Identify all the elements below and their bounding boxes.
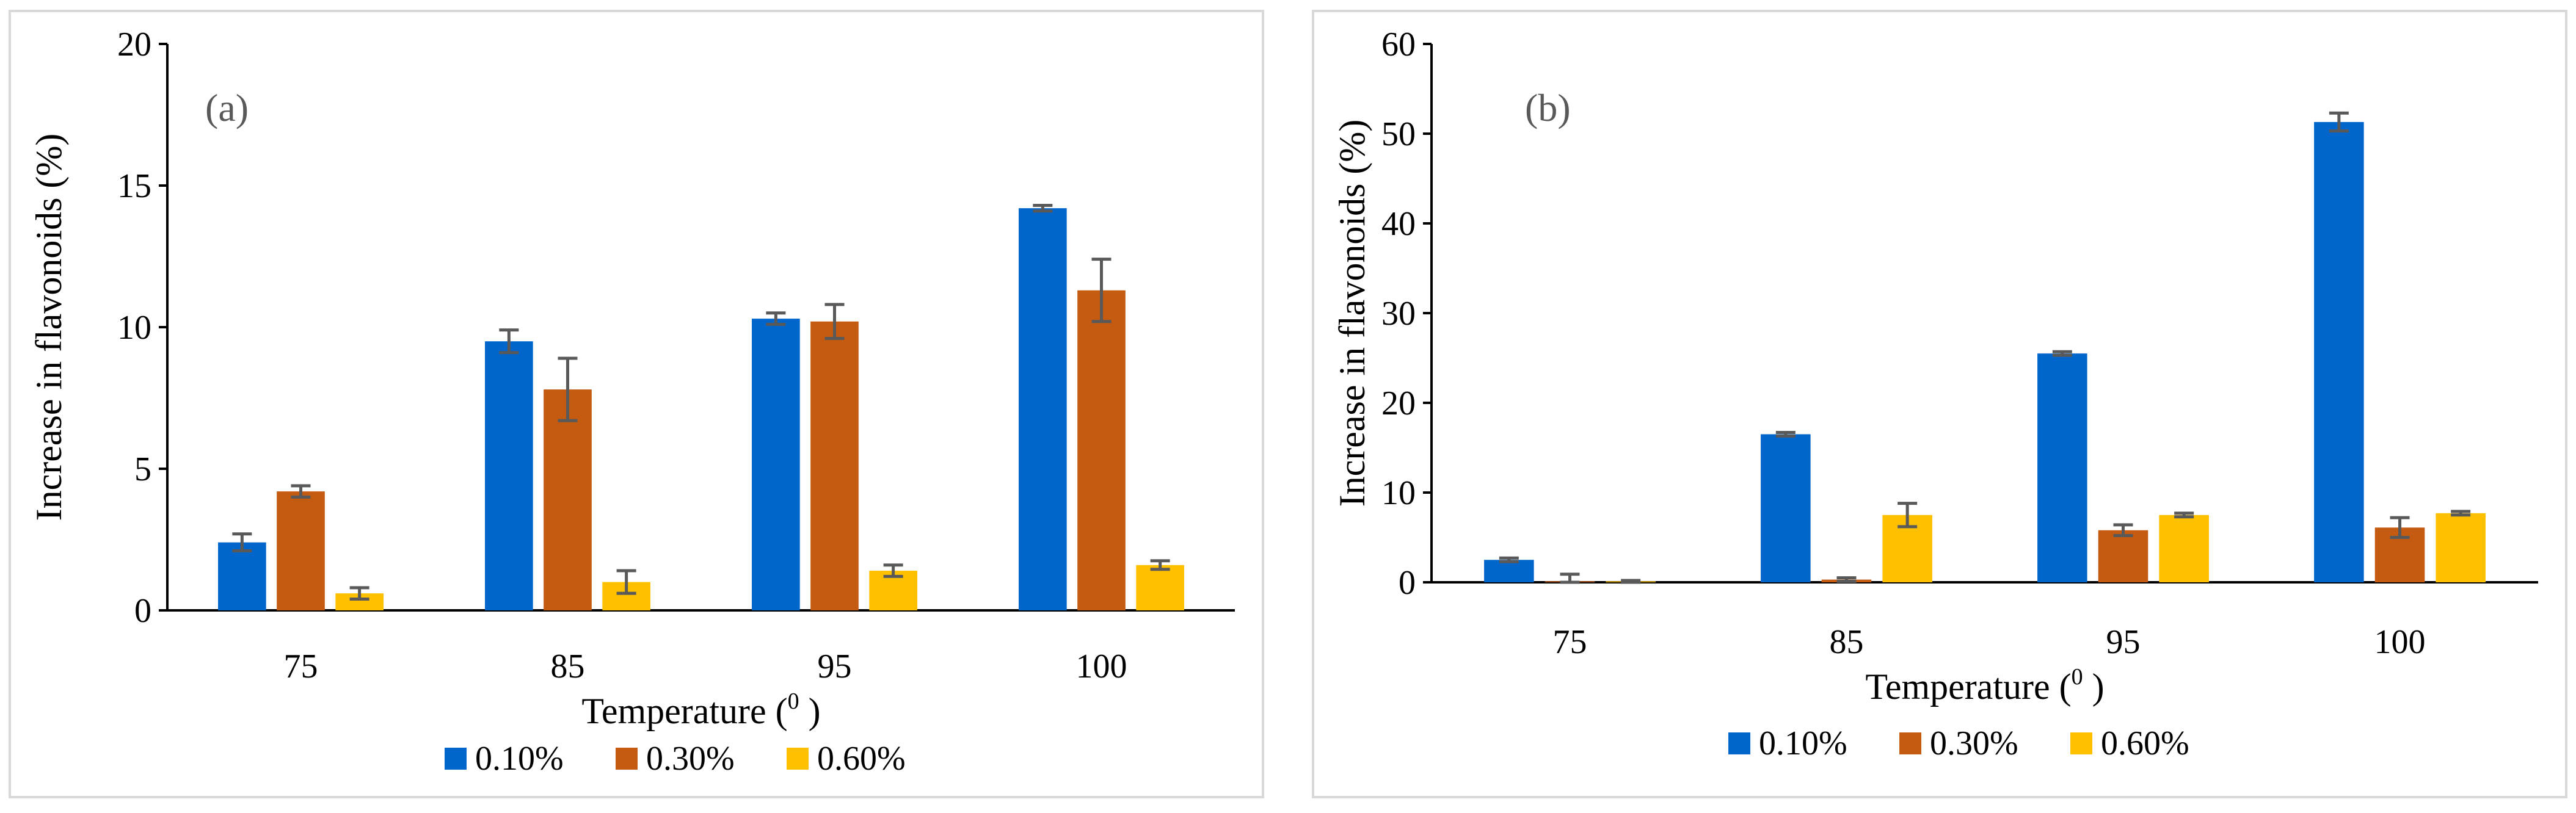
x-tick-label: 75 xyxy=(1553,623,1587,661)
y-axis-title: Increase in flavonoids (%) xyxy=(1332,120,1372,507)
y-tick-label: 5 xyxy=(134,450,151,488)
bar xyxy=(752,319,800,610)
x-tick-label: 85 xyxy=(1830,623,1864,661)
x-axis-title: Temperature (0 ) xyxy=(581,688,820,731)
legend-label: 0.60% xyxy=(817,740,906,778)
y-tick-label: 40 xyxy=(1381,205,1416,243)
legend-label: 0.30% xyxy=(1930,724,2018,762)
x-tick-label: 100 xyxy=(2374,623,2426,661)
x-axis-title-main: Temperature ( xyxy=(581,691,787,731)
y-axis-title: Increase in flavonoids (%) xyxy=(29,134,69,521)
bar xyxy=(1077,290,1126,610)
legend-label: 0.10% xyxy=(1759,724,1847,762)
bar xyxy=(1019,208,1067,610)
legend-swatch xyxy=(787,748,809,770)
chart-panel-b: 0 10 20 30 40 50 60 (b) Increase in flavonoids (… xyxy=(1312,10,2567,798)
y-tick-label: 10 xyxy=(1381,474,1416,512)
bar xyxy=(2098,530,2148,582)
y-tick-label: 15 xyxy=(117,167,151,205)
x-tick-label: 95 xyxy=(818,648,852,685)
chart-panel-a: 0 5 10 15 20 (a) Increase in flavonoids (%) 75 8… xyxy=(9,10,1264,798)
chart-a: 0 5 10 15 20 (a) Increase in flavonoids (%) 75 8… xyxy=(29,26,1235,778)
legend-label: 0.10% xyxy=(475,740,564,778)
x-axis-title-sup: 0 xyxy=(2072,664,2083,690)
bar xyxy=(2314,121,2364,582)
y-tick-label: 30 xyxy=(1381,295,1416,333)
x-axis-title-end: ) xyxy=(799,691,821,731)
y-tick-label: 50 xyxy=(1381,115,1416,153)
x-tick-label: 75 xyxy=(284,648,318,685)
panel-label: (a) xyxy=(205,86,249,129)
legend-swatch xyxy=(1728,732,1750,754)
bar xyxy=(544,389,592,610)
x-tick-label: 95 xyxy=(2106,623,2141,661)
y-tick-label: 60 xyxy=(1381,26,1416,63)
x-axis-title-sup: 0 xyxy=(788,688,799,714)
bar xyxy=(2436,513,2486,582)
bar xyxy=(277,491,325,610)
legend-swatch xyxy=(616,748,638,770)
x-tick-label: 100 xyxy=(1076,648,1127,685)
legend-swatch xyxy=(1899,732,1921,754)
y-tick-label: 0 xyxy=(1399,564,1416,602)
y-tick-label: 10 xyxy=(117,309,151,347)
bar xyxy=(1484,560,1534,582)
x-axis-title: Temperature (0 ) xyxy=(1865,664,2104,707)
chart-b: 0 10 20 30 40 50 60 (b) Increase in flavonoids (… xyxy=(1332,26,2538,762)
bar xyxy=(218,542,266,610)
bar xyxy=(2159,515,2209,582)
bar xyxy=(810,321,859,610)
y-tick-label: 0 xyxy=(134,592,151,630)
bar xyxy=(2037,353,2087,582)
legend-label: 0.60% xyxy=(2101,724,2189,762)
y-tick-label: 20 xyxy=(117,26,151,63)
x-axis-title-main: Temperature ( xyxy=(1865,667,2071,707)
bar xyxy=(1761,434,1811,582)
bar xyxy=(485,341,533,610)
legend-label: 0.30% xyxy=(646,740,735,778)
x-axis-title-end: ) xyxy=(2083,667,2105,707)
y-tick-label: 20 xyxy=(1381,385,1416,422)
x-tick-label: 85 xyxy=(551,648,585,685)
panel-label: (b) xyxy=(1525,86,1571,129)
bar xyxy=(1136,565,1184,610)
legend-swatch xyxy=(445,748,467,770)
legend-swatch xyxy=(2070,732,2092,754)
